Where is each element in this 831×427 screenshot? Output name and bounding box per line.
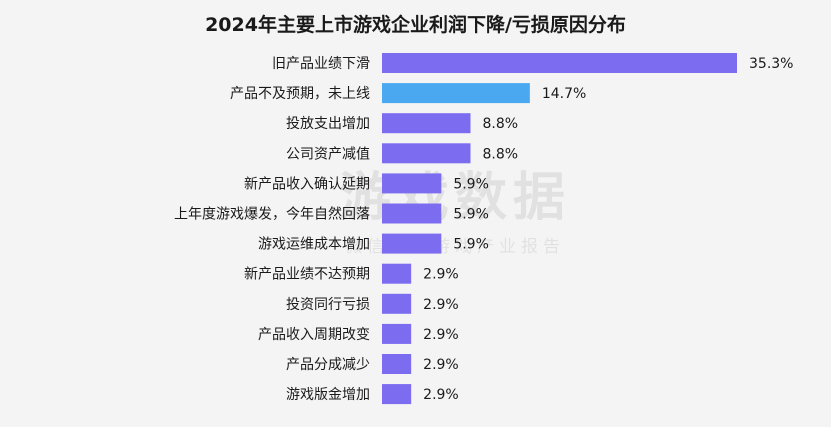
value-label-2: 8.8% bbox=[482, 116, 518, 132]
bar-1 bbox=[382, 83, 530, 104]
value-label-0: 35.3% bbox=[749, 56, 793, 72]
category-label-3: 公司资产减值 bbox=[286, 146, 370, 162]
category-label-4: 新产品收入确认延期 bbox=[244, 176, 370, 192]
bar-4 bbox=[382, 173, 442, 194]
chart-title: 2024年主要上市游戏企业利润下降/亏损原因分布 bbox=[205, 14, 626, 36]
category-label-7: 新产品业绩不达预期 bbox=[244, 267, 370, 283]
category-label-2: 投放支出增加 bbox=[286, 116, 370, 132]
category-label-11: 游戏版金增加 bbox=[286, 387, 370, 403]
category-label-6: 游戏运维成本增加 bbox=[258, 237, 370, 253]
bar-0 bbox=[382, 53, 737, 73]
category-label-5: 上年度游戏爆发，今年自然回落 bbox=[174, 206, 370, 223]
bar-2 bbox=[382, 113, 471, 134]
bar-9 bbox=[382, 323, 412, 344]
bar-8 bbox=[382, 293, 412, 314]
category-label-10: 产品分成减少 bbox=[286, 357, 370, 373]
value-label-7: 2.9% bbox=[423, 267, 459, 283]
bar-6 bbox=[382, 233, 442, 254]
bar-3 bbox=[382, 143, 471, 164]
bar-5 bbox=[382, 203, 442, 224]
category-label-9: 产品收入周期改变 bbox=[258, 327, 370, 343]
category-label-0: 旧产品业绩下滑 bbox=[272, 55, 370, 72]
value-label-8: 2.9% bbox=[423, 297, 459, 313]
value-label-6: 5.9% bbox=[453, 237, 489, 253]
bar-11 bbox=[382, 384, 412, 405]
bar-7 bbox=[382, 263, 412, 284]
value-label-9: 2.9% bbox=[423, 327, 459, 343]
value-label-4: 5.9% bbox=[453, 176, 489, 192]
value-label-10: 2.9% bbox=[423, 357, 459, 373]
category-label-8: 投资同行亏损 bbox=[286, 297, 370, 313]
category-label-1: 产品不及预期，未上线 bbox=[230, 86, 370, 102]
value-label-5: 5.9% bbox=[453, 207, 489, 223]
value-label-1: 14.7% bbox=[542, 86, 586, 102]
value-label-11: 2.9% bbox=[423, 387, 459, 403]
value-label-3: 8.8% bbox=[482, 146, 518, 162]
bar-10 bbox=[382, 354, 412, 374]
